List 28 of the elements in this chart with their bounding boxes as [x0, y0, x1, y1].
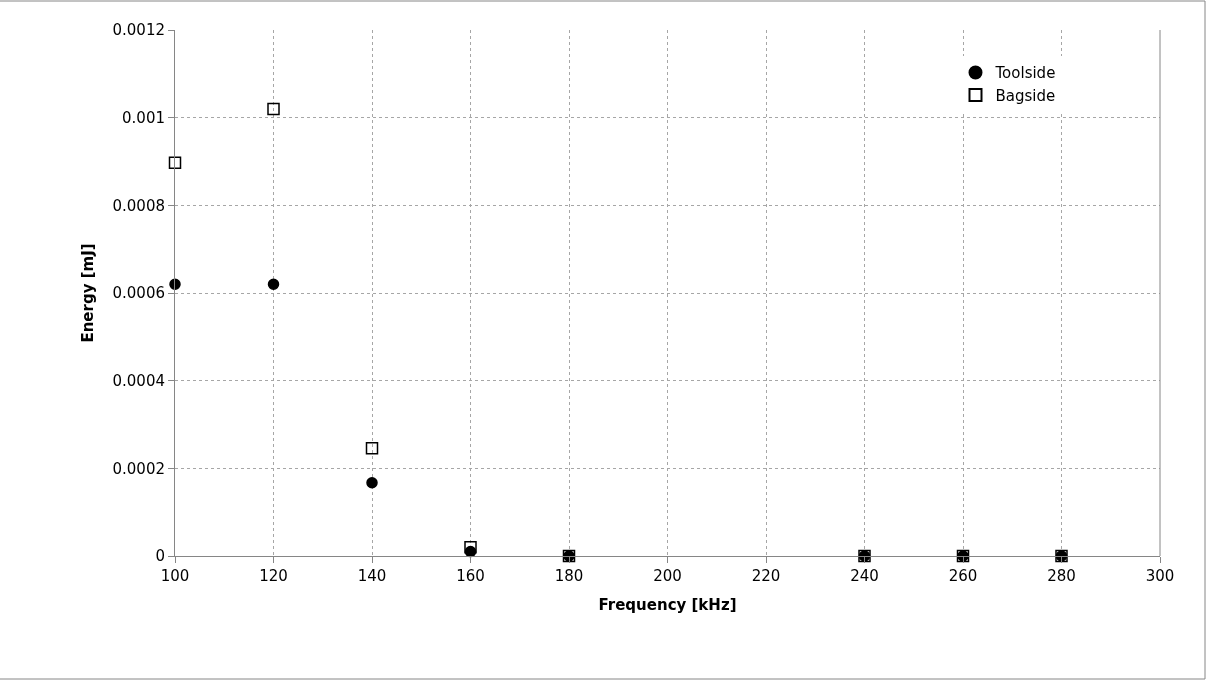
x-tick-label: 160	[456, 567, 485, 585]
y-tick-label: 0.0012	[112, 21, 165, 40]
x-tick-label: 240	[850, 567, 879, 585]
legend-label: Bagside	[995, 86, 1056, 105]
x-tick-label: 140	[357, 567, 387, 585]
x-tick-label: 260	[948, 567, 978, 585]
y-tick-label: 0.0002	[112, 459, 165, 478]
point	[168, 156, 182, 170]
y-tick-label: 0.0004	[112, 371, 165, 390]
x-tick-label: 200	[653, 567, 682, 585]
x-tick-label: 300	[1145, 567, 1175, 585]
y-tick-label: 0.001	[122, 108, 165, 127]
point	[365, 441, 379, 455]
legend-label: Toolside	[994, 64, 1056, 83]
x-axis-title: Frequency [kHz]	[598, 596, 737, 614]
x-tick-label: 120	[259, 567, 288, 585]
x-tick-label: 100	[160, 567, 190, 585]
point	[267, 278, 280, 290]
point	[366, 477, 378, 489]
x-tick-label: 180	[554, 567, 584, 585]
y-tick-label: 0.0008	[112, 196, 165, 215]
y-tick-label: 0	[155, 547, 165, 566]
x-tick-label: 220	[751, 567, 781, 585]
y-axis-title: Energy [mJ]	[78, 243, 97, 343]
x-tick-label: 280	[1047, 567, 1076, 585]
point	[464, 540, 477, 554]
y-tick-label: 0.0006	[112, 284, 165, 303]
point	[267, 102, 280, 116]
